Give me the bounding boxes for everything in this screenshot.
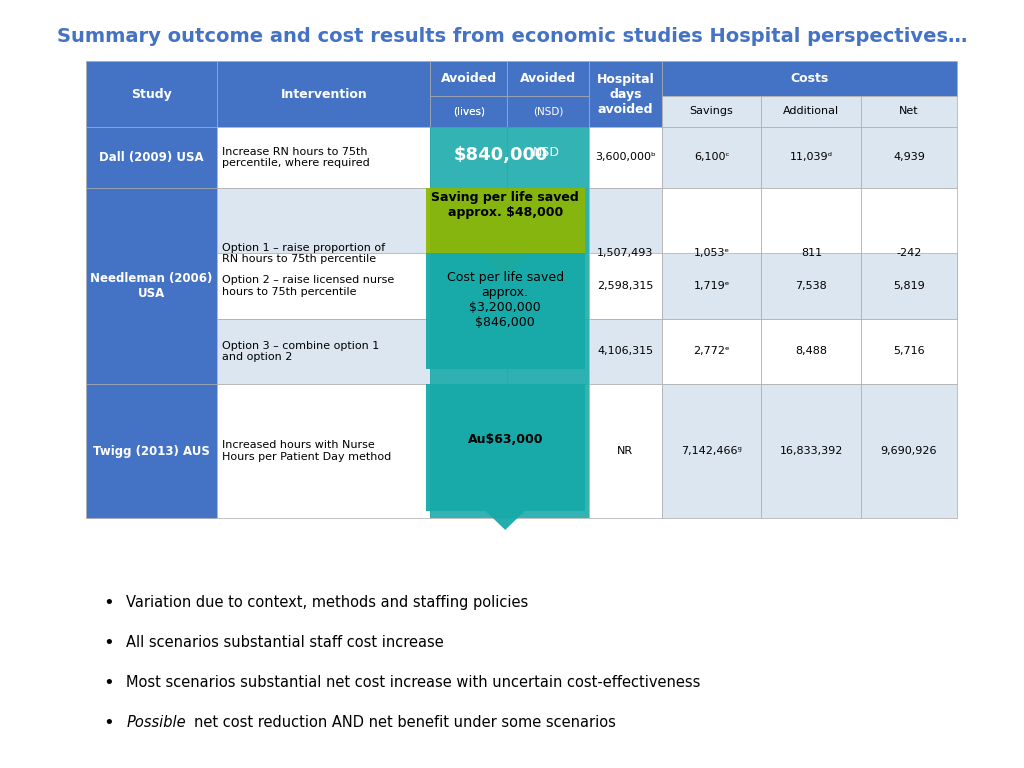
Text: 5,819: 5,819 — [893, 281, 925, 291]
Text: Option 3 – combine option 1
and option 2: Option 3 – combine option 1 and option 2 — [221, 340, 379, 362]
Bar — [662, 384, 762, 518]
Text: 16,833,392: 16,833,392 — [779, 446, 843, 456]
Bar — [430, 96, 508, 127]
Bar — [589, 384, 662, 518]
Bar — [589, 188, 662, 319]
Bar — [217, 253, 430, 319]
Text: Avoided: Avoided — [520, 72, 577, 85]
Bar — [217, 61, 430, 127]
Bar — [217, 319, 430, 384]
Text: $840,000: $840,000 — [454, 146, 548, 164]
Text: 2,772ᵉ: 2,772ᵉ — [693, 346, 730, 356]
Text: Increased hours with Nurse
Hours per Patient Day method: Increased hours with Nurse Hours per Pat… — [221, 440, 391, 462]
Bar — [589, 319, 662, 384]
Bar — [217, 127, 430, 188]
Bar — [430, 127, 589, 518]
Text: Savings: Savings — [690, 106, 733, 117]
Bar — [762, 253, 861, 319]
Text: Possible: Possible — [126, 715, 186, 730]
Text: 4,106,315: 4,106,315 — [597, 346, 653, 356]
Bar — [426, 384, 585, 511]
Bar — [508, 188, 589, 319]
Bar — [430, 384, 508, 518]
Text: Dall (2009) USA: Dall (2009) USA — [99, 151, 204, 164]
Text: Au$63,000: Au$63,000 — [467, 433, 543, 446]
Bar — [508, 96, 589, 127]
Bar — [508, 253, 589, 319]
Bar — [430, 253, 508, 319]
Bar — [762, 127, 861, 188]
Text: Option 1 – raise proportion of
RN hours to 75th percentile: Option 1 – raise proportion of RN hours … — [221, 243, 385, 264]
Text: 4,939: 4,939 — [893, 152, 925, 163]
Text: 6,100ᶜ: 6,100ᶜ — [694, 152, 729, 163]
Text: Costs: Costs — [790, 72, 828, 85]
Bar — [662, 188, 762, 319]
Text: 5,716: 5,716 — [893, 346, 925, 356]
Text: Study: Study — [131, 88, 172, 101]
Bar — [861, 319, 956, 384]
Bar — [762, 319, 861, 384]
Text: 7,538: 7,538 — [796, 281, 827, 291]
Bar — [861, 96, 956, 127]
Bar — [430, 61, 508, 96]
Bar — [589, 61, 662, 127]
Bar — [861, 188, 956, 319]
Text: 7,142,466ᵍ: 7,142,466ᵍ — [681, 446, 742, 456]
Bar — [508, 384, 589, 518]
Bar — [217, 188, 430, 319]
Text: (lives): (lives) — [453, 106, 485, 117]
Text: Most scenarios substantial net cost increase with uncertain cost-effectiveness: Most scenarios substantial net cost incr… — [126, 675, 700, 690]
Text: Variation due to context, methods and staffing policies: Variation due to context, methods and st… — [126, 595, 528, 611]
Text: Cost per life saved
approx.
$3,200,000
$846,000: Cost per life saved approx. $3,200,000 $… — [446, 270, 564, 329]
Text: NR: NR — [617, 446, 634, 456]
Text: 3,600,000ᵇ: 3,600,000ᵇ — [595, 152, 655, 163]
Text: -242: -242 — [896, 248, 922, 259]
Text: 8,488: 8,488 — [796, 346, 827, 356]
Bar — [430, 188, 508, 319]
Bar — [508, 127, 589, 188]
Bar — [86, 61, 217, 127]
Text: •: • — [103, 634, 115, 652]
Text: Hospital
days
avoided: Hospital days avoided — [597, 73, 654, 115]
Text: Intervention: Intervention — [281, 88, 368, 101]
Text: Saving per life saved
approx. $48,000: Saving per life saved approx. $48,000 — [431, 191, 579, 220]
Bar — [217, 384, 430, 518]
Polygon shape — [485, 511, 525, 530]
Text: Net: Net — [899, 106, 919, 117]
Text: Summary outcome and cost results from economic studies Hospital perspectives…: Summary outcome and cost results from ec… — [56, 27, 968, 46]
Bar — [662, 61, 956, 96]
Text: NSD: NSD — [532, 146, 559, 159]
Bar — [861, 127, 956, 188]
Text: (lives): (lives) — [453, 106, 485, 117]
Bar — [662, 319, 762, 384]
Bar — [762, 96, 861, 127]
Bar — [86, 188, 217, 384]
Text: Needleman (2006)
USA: Needleman (2006) USA — [90, 272, 213, 300]
Bar — [508, 61, 589, 96]
Bar — [589, 253, 662, 319]
Text: 1,507,493: 1,507,493 — [597, 248, 653, 259]
Bar — [430, 319, 508, 384]
Text: (NSD): (NSD) — [534, 106, 563, 117]
Text: 11,039ᵈ: 11,039ᵈ — [790, 152, 833, 163]
Text: 811: 811 — [801, 248, 822, 259]
Text: Avoided: Avoided — [441, 72, 497, 85]
Bar — [861, 253, 956, 319]
Bar — [762, 188, 861, 319]
Bar — [86, 127, 217, 188]
Text: Additional: Additional — [783, 106, 840, 117]
Text: Option 2 – raise licensed nurse
hours to 75th percentile: Option 2 – raise licensed nurse hours to… — [221, 275, 394, 297]
Bar — [662, 127, 762, 188]
Bar — [426, 253, 585, 369]
Bar — [662, 253, 762, 319]
Text: Twigg (2013) AUS: Twigg (2013) AUS — [93, 445, 210, 458]
Bar — [508, 319, 589, 384]
Bar — [589, 127, 662, 188]
Polygon shape — [482, 253, 528, 276]
Bar — [430, 127, 508, 188]
Text: •: • — [103, 674, 115, 692]
Text: •: • — [103, 713, 115, 732]
Text: All scenarios substantial staff cost increase: All scenarios substantial staff cost inc… — [126, 635, 444, 650]
Text: 1,053ᵉ: 1,053ᵉ — [693, 248, 730, 259]
Text: 1,719ᵉ: 1,719ᵉ — [693, 281, 730, 291]
